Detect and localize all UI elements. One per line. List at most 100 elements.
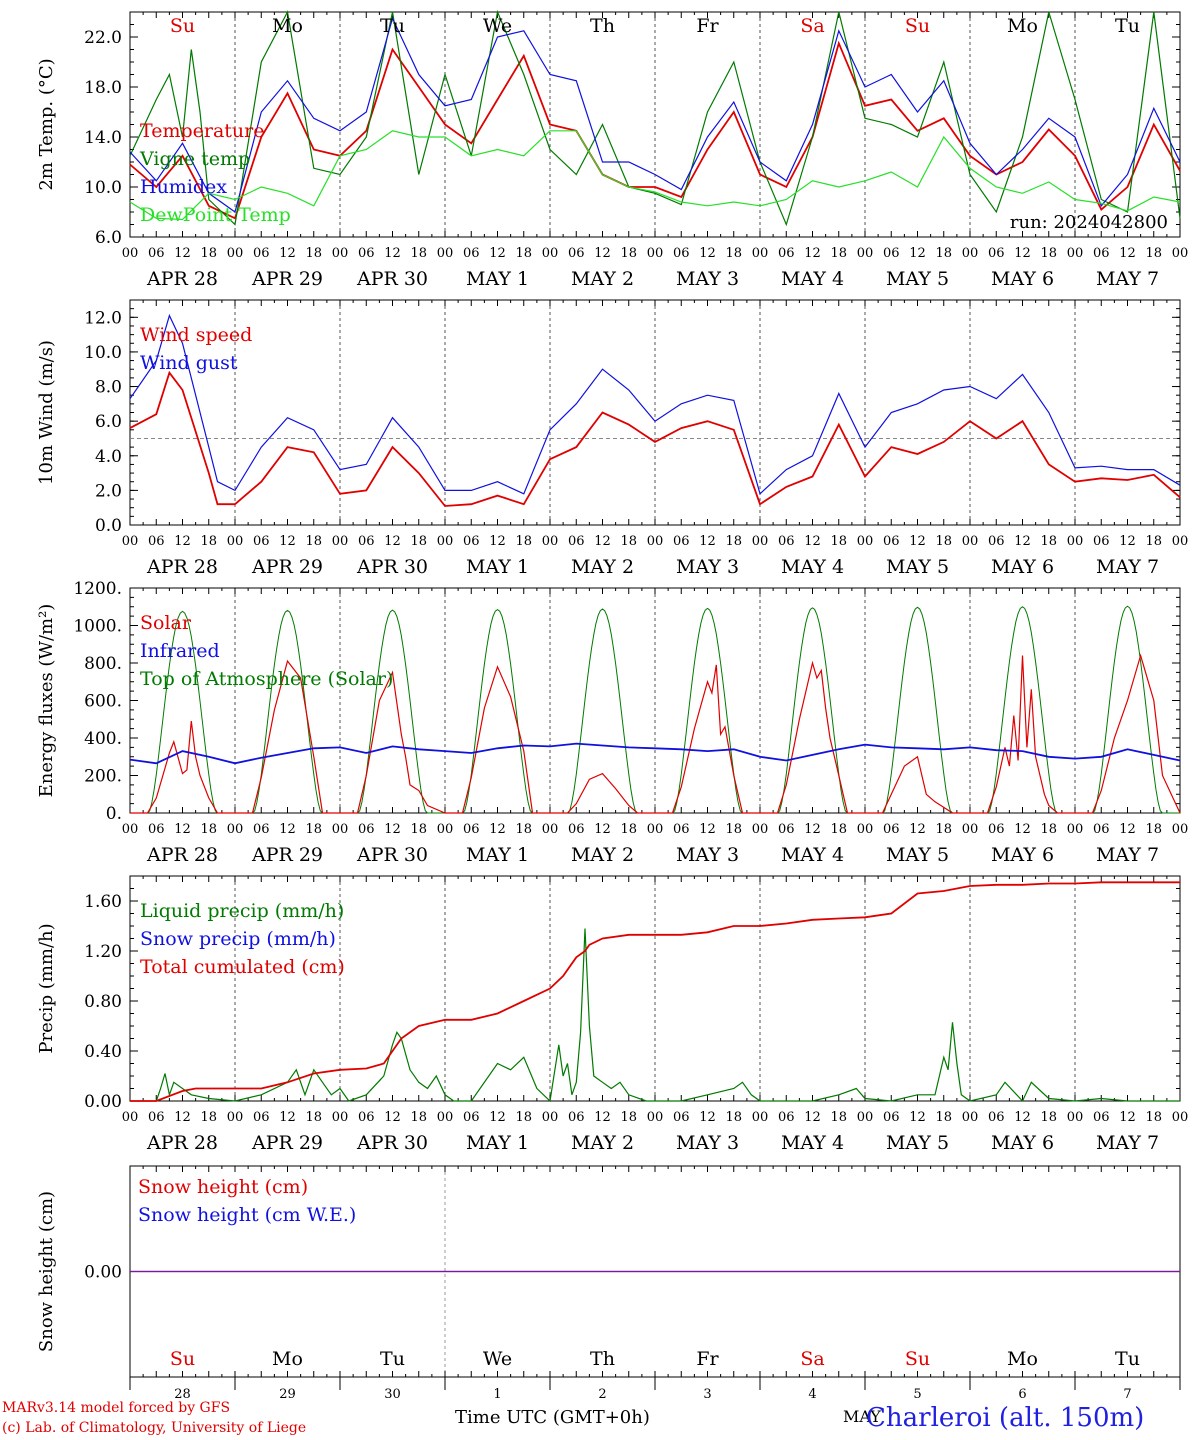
hour-label: 00 bbox=[227, 534, 244, 549]
hour-label: 12 bbox=[594, 822, 611, 837]
y-tick-label: 22.0 bbox=[84, 28, 122, 48]
weekday-label: Su bbox=[170, 15, 195, 37]
hour-label: 12 bbox=[384, 534, 401, 549]
hour-label: 06 bbox=[148, 246, 165, 261]
date-label: MAY 2 bbox=[571, 268, 634, 290]
hour-label: 18 bbox=[1145, 246, 1162, 261]
date-label: MAY 4 bbox=[781, 1132, 844, 1154]
hour-label: 18 bbox=[725, 246, 742, 261]
hour-label: 18 bbox=[200, 246, 217, 261]
hour-label: 18 bbox=[1145, 822, 1162, 837]
hour-label: 00 bbox=[647, 534, 664, 549]
time-axis-label: Time UTC (GMT+0h) bbox=[455, 1407, 650, 1428]
hour-label: 00 bbox=[1067, 534, 1084, 549]
hour-label: 18 bbox=[830, 534, 847, 549]
hour-label: 00 bbox=[122, 822, 139, 837]
hour-label: 00 bbox=[1067, 1110, 1084, 1125]
date-label: APR 29 bbox=[251, 1132, 323, 1154]
month-label: MAY bbox=[843, 1407, 881, 1426]
hour-label: 18 bbox=[935, 246, 952, 261]
legend-entry: Vigne temp bbox=[139, 148, 250, 170]
hour-label: 06 bbox=[883, 1110, 900, 1125]
hour-label: 00 bbox=[332, 822, 349, 837]
day-number-label: 1 bbox=[493, 1387, 501, 1400]
hour-label: 06 bbox=[883, 534, 900, 549]
legend-entry: DewPoint Temp bbox=[140, 204, 291, 226]
date-label: MAY 1 bbox=[466, 1132, 529, 1154]
hour-label: 18 bbox=[515, 822, 532, 837]
hour-label: 12 bbox=[1119, 534, 1136, 549]
hour-label: 00 bbox=[752, 1110, 769, 1125]
hour-label: 00 bbox=[962, 1110, 979, 1125]
date-label: MAY 3 bbox=[676, 268, 739, 290]
date-label: MAY 5 bbox=[886, 556, 949, 578]
hour-label: 12 bbox=[489, 534, 506, 549]
date-label: MAY 6 bbox=[991, 556, 1054, 578]
hour-label: 18 bbox=[620, 822, 637, 837]
hour-label: 18 bbox=[410, 534, 427, 549]
hour-label: 00 bbox=[437, 822, 454, 837]
hour-label: 00 bbox=[542, 822, 559, 837]
date-label: MAY 6 bbox=[991, 844, 1054, 866]
date-label: MAY 4 bbox=[781, 844, 844, 866]
panel-2 bbox=[129, 299, 1181, 526]
legend-entry: Total cumulated (cm) bbox=[140, 956, 345, 978]
hour-label: 00 bbox=[1172, 1110, 1189, 1125]
hour-label: 12 bbox=[279, 534, 296, 549]
hour-label: 06 bbox=[1093, 1110, 1110, 1125]
y-axis-label: 10m Wind (m/s) bbox=[36, 340, 57, 485]
hour-label: 06 bbox=[673, 822, 690, 837]
hour-label: 06 bbox=[148, 822, 165, 837]
hour-label: 18 bbox=[1040, 246, 1057, 261]
hour-label: 00 bbox=[332, 1110, 349, 1125]
y-tick-label: 0.40 bbox=[84, 1042, 122, 1062]
hour-label: 00 bbox=[647, 822, 664, 837]
hour-label: 12 bbox=[1014, 1110, 1031, 1125]
hour-label: 12 bbox=[279, 246, 296, 261]
hour-label: 00 bbox=[122, 534, 139, 549]
weekday-label: Tu bbox=[380, 15, 405, 37]
day-number-label: 5 bbox=[913, 1387, 921, 1400]
hour-label: 18 bbox=[1145, 1110, 1162, 1125]
hour-label: 12 bbox=[1119, 246, 1136, 261]
hour-label: 00 bbox=[962, 822, 979, 837]
day-number-label: 2 bbox=[598, 1387, 606, 1400]
hour-label: 00 bbox=[857, 1110, 874, 1125]
hour-label: 06 bbox=[253, 1110, 270, 1125]
y-axis-label: Snow height (cm) bbox=[36, 1191, 57, 1352]
legend-entry: Top of Atmosphere (Solar) bbox=[140, 668, 393, 690]
date-label: MAY 7 bbox=[1096, 556, 1159, 578]
y-tick-label: 0. bbox=[106, 804, 122, 824]
date-label: MAY 6 bbox=[991, 1132, 1054, 1154]
y-tick-label: 1.20 bbox=[84, 942, 122, 962]
hour-label: 06 bbox=[568, 1110, 585, 1125]
hour-label: 18 bbox=[725, 534, 742, 549]
hour-label: 06 bbox=[463, 822, 480, 837]
hour-label: 00 bbox=[332, 534, 349, 549]
y-tick-label: 8.0 bbox=[95, 378, 122, 398]
hour-label: 12 bbox=[594, 534, 611, 549]
hour-label: 18 bbox=[830, 1110, 847, 1125]
date-label: MAY 1 bbox=[466, 844, 529, 866]
hour-label: 06 bbox=[778, 534, 795, 549]
weekday-label-bottom: Tu bbox=[380, 1348, 405, 1370]
day-number-label: 4 bbox=[808, 1387, 816, 1400]
y-tick-label: 1000. bbox=[73, 617, 122, 637]
weekday-label-bottom: Su bbox=[170, 1348, 195, 1370]
weekday-label-bottom: Tu bbox=[1115, 1348, 1140, 1370]
hour-label: 06 bbox=[673, 534, 690, 549]
hour-label: 00 bbox=[857, 534, 874, 549]
y-tick-label: 2.0 bbox=[95, 481, 122, 501]
day-number-label: 3 bbox=[703, 1387, 711, 1400]
hour-label: 12 bbox=[489, 246, 506, 261]
hour-label: 12 bbox=[279, 822, 296, 837]
hour-label: 06 bbox=[778, 246, 795, 261]
date-label: APR 30 bbox=[356, 844, 428, 866]
hour-label: 06 bbox=[568, 822, 585, 837]
hour-label: 00 bbox=[437, 1110, 454, 1125]
hour-label: 06 bbox=[1093, 246, 1110, 261]
legend-entry: Snow height (cm) bbox=[138, 1176, 308, 1198]
hour-label: 00 bbox=[122, 1110, 139, 1125]
hour-label: 06 bbox=[463, 534, 480, 549]
hour-label: 18 bbox=[830, 246, 847, 261]
